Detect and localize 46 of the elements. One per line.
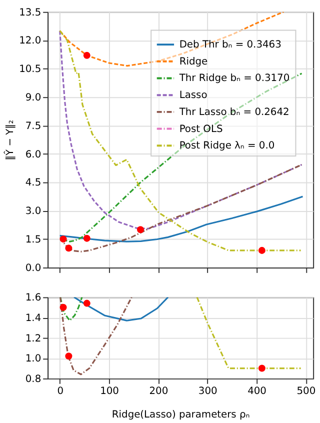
y-tick-label: 4.5 (25, 178, 42, 189)
y-tick-label: 7.5 (25, 120, 42, 132)
point (83, 234, 90, 242)
point (83, 52, 90, 59)
y-tick-label: 0.0 (25, 262, 42, 274)
point (258, 364, 266, 372)
point (60, 236, 67, 243)
point (65, 352, 72, 360)
y-tick-label: 1.4 (25, 312, 42, 324)
y-tick-label: 12.0 (19, 36, 42, 47)
y-tick-label: 10.5 (19, 64, 42, 76)
point (136, 226, 144, 234)
line-series (59, 12, 284, 67)
x-tick-label: 200 (149, 386, 168, 397)
y-tick-label: 13.5 (19, 7, 42, 18)
legend-label: Post OLS (179, 124, 223, 135)
line-series (73, 297, 169, 322)
x-tick-label: 100 (100, 386, 119, 397)
y-axis-title: ‖Ŷ − Y‖₂ (3, 120, 16, 160)
x-tick-label: 300 (198, 386, 218, 397)
legend-label: Lasso (179, 90, 208, 102)
x-tick-label: 500 (296, 386, 316, 397)
point (65, 244, 72, 252)
y-tick-label: 1.6 (25, 292, 42, 304)
y-tick-label: 3.0 (25, 206, 42, 218)
legend-label: Thr Ridge bₙ = 0.3170 (178, 73, 290, 84)
legend-label: Deb Thr bₙ = 0.3463 (179, 40, 282, 51)
y-tick-label: 1.2 (25, 333, 42, 344)
legend-label: Ridge (179, 56, 208, 68)
line-series (60, 164, 303, 252)
line-series (60, 297, 132, 376)
legend-label: Thr Lasso bₙ = 0.2642 (178, 106, 290, 118)
y-tick-label: 6.0 (25, 149, 42, 160)
point (258, 246, 266, 254)
point (60, 304, 67, 311)
x-tick-label: 0 (57, 386, 64, 397)
y-tick-label: 9.0 (25, 92, 42, 104)
x-axis-title: Ridge(Lasso) parameters ρₙ (112, 410, 250, 421)
y-tick-label: 1.0 (25, 354, 42, 365)
legend-label: Post Ridge λₙ = 0.0 (179, 140, 275, 152)
line-series (60, 297, 83, 322)
point (83, 300, 90, 307)
x-tick-label: 400 (248, 386, 266, 397)
y-tick-label: 1.5 (25, 234, 42, 246)
line-series (59, 196, 304, 242)
y-tick-label: 0.8 (25, 374, 42, 385)
